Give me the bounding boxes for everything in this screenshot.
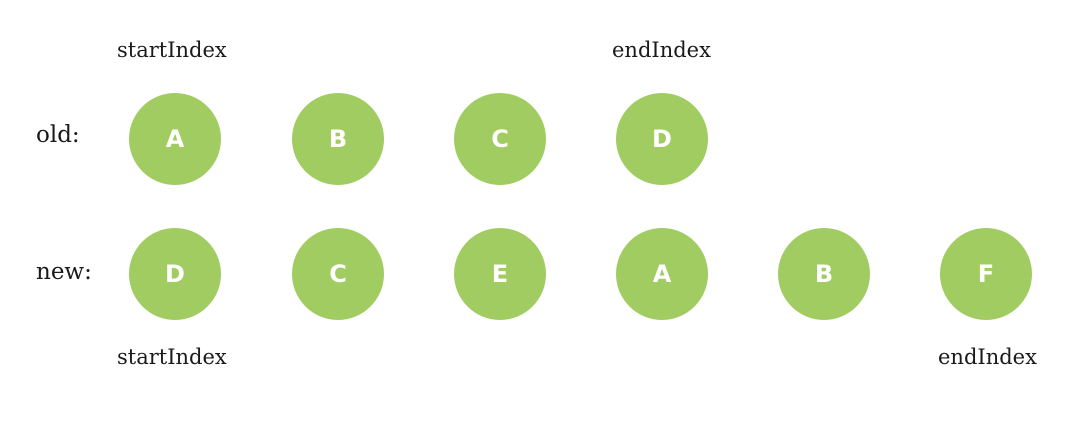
new-node-label: D	[165, 260, 185, 288]
old-end-index-label: endIndex	[612, 38, 711, 62]
new-node-label: A	[652, 260, 672, 288]
new-start-index-label: startIndex	[117, 345, 227, 369]
new-node-label: B	[814, 260, 834, 288]
old-node: A	[129, 93, 221, 185]
old-node: D	[616, 93, 708, 185]
new-node: A	[616, 228, 708, 320]
new-node: C	[292, 228, 384, 320]
new-node: F	[940, 228, 1032, 320]
new-row-label: new:	[36, 259, 92, 285]
new-node-label: F	[977, 260, 995, 288]
new-node: B	[778, 228, 870, 320]
old-node-label: A	[165, 125, 185, 153]
old-node: C	[454, 93, 546, 185]
new-node-label: C	[329, 260, 347, 288]
new-end-index-label: endIndex	[938, 345, 1037, 369]
new-node: D	[129, 228, 221, 320]
new-node: E	[454, 228, 546, 320]
old-node: B	[292, 93, 384, 185]
old-row-label: old:	[36, 122, 80, 148]
old-node-label: C	[491, 125, 509, 153]
new-node-label: E	[491, 260, 509, 288]
old-node-label: D	[652, 125, 672, 153]
old-start-index-label: startIndex	[117, 38, 227, 62]
old-node-label: B	[328, 125, 348, 153]
